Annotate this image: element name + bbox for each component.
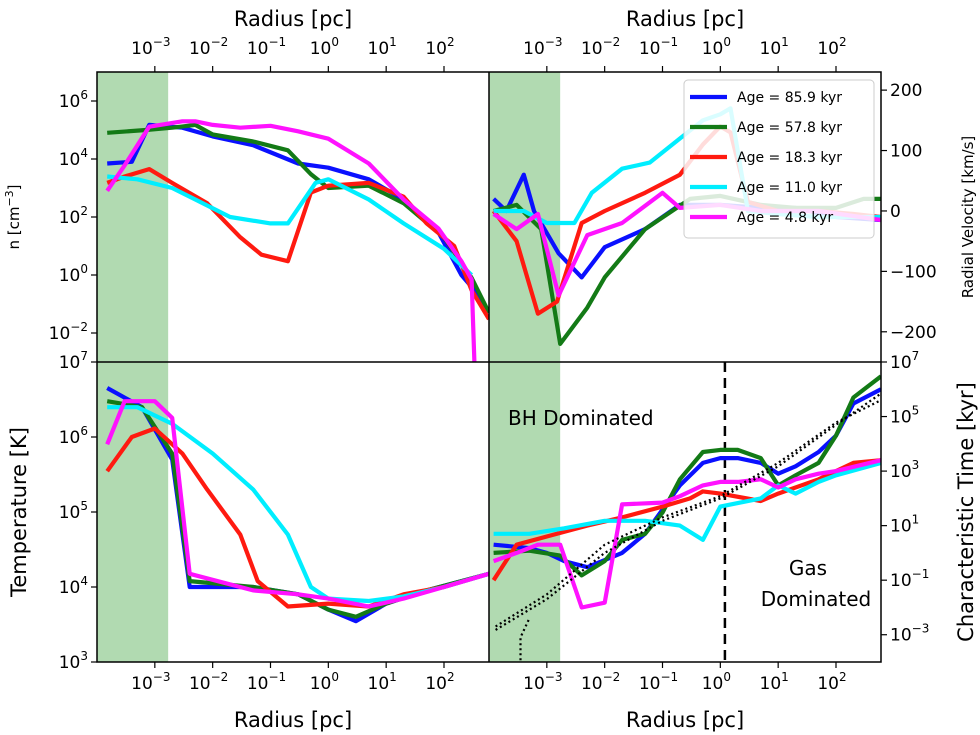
ytick-label: −100 — [890, 262, 937, 282]
xtick-label: 10−3 — [131, 670, 170, 694]
top-left-xlabel: Radius [pc] — [234, 7, 352, 31]
xtick-label: 10−2 — [581, 670, 620, 694]
xtick-label: 101 — [368, 670, 397, 694]
velocity-ylabel: Radial Velocity [km/s] — [959, 136, 977, 299]
ytick-label: 101 — [890, 513, 919, 537]
density-shaded-region — [97, 72, 169, 362]
temperature-ylabel: Temperature [K] — [7, 427, 31, 598]
time-ylabel: Characteristic Time [kyr] — [954, 382, 978, 642]
xtick-label: 10−3 — [131, 35, 170, 59]
ytick-label: 106 — [59, 88, 88, 112]
ytick-label: 102 — [59, 204, 88, 228]
xtick-label: 100 — [310, 670, 339, 694]
density-panel: 10−2 100 102 104 106 10−3 10−2 10−1 100 101 102 n… — [3, 35, 489, 362]
gas-dominated-annotation-line1: Gas — [789, 556, 827, 580]
ytick-label: 200 — [890, 81, 922, 101]
legend-label: Age = 11.0 kyr — [737, 180, 842, 196]
density-series-age-4-8-kyr — [105, 119, 477, 362]
gas-dominated-annotation-line2: Dominated — [761, 587, 871, 611]
characteristic_time-series-age-4-8-kyr — [492, 458, 881, 610]
legend: Age = 85.9 kyr Age = 57.8 kyr Age = 18.3 k… — [683, 79, 875, 239]
xtick-label: 10−2 — [189, 670, 228, 694]
characteristic_time-series-age-18-3-kyr — [491, 458, 881, 582]
xtick-label: 101 — [760, 35, 789, 59]
xtick-label: 102 — [817, 35, 846, 59]
characteristic_time-series-reference-7 — [519, 617, 531, 662]
time-shaded-region — [489, 362, 561, 662]
legend-frame — [683, 79, 875, 239]
xtick-label: 10−1 — [247, 35, 286, 59]
ytick-label: 104 — [59, 574, 88, 598]
xtick-label: 102 — [425, 35, 454, 59]
legend-label: Age = 4.8 kyr — [737, 210, 833, 226]
xtick-label: 102 — [817, 670, 846, 694]
ytick-label: 103 — [59, 649, 88, 673]
xtick-label: 100 — [702, 670, 731, 694]
characteristic_time-series-age-57-8-kyr — [493, 374, 881, 578]
bh-dominated-annotation: BH Dominated — [508, 406, 654, 430]
ytick-label: 105 — [59, 499, 88, 523]
ytick-label: 107 — [59, 349, 88, 373]
legend-label: Age = 85.9 kyr — [737, 90, 842, 106]
ytick-label: 0 — [890, 202, 901, 222]
temperature-series-age-4-8-kyr — [105, 399, 489, 609]
ytick-label: 107 — [890, 349, 919, 373]
xtick-label: 10−2 — [581, 35, 620, 59]
temperature-shaded-region — [97, 362, 169, 662]
temperature-panel: 103 104 105 106 107 10−3 10−2 10−1 100 101 102 Te… — [7, 349, 489, 694]
top-right-xlabel: Radius [pc] — [626, 7, 744, 31]
ytick-label: 100 — [890, 142, 922, 162]
ytick-label: 105 — [890, 404, 919, 428]
characteristic_time-series-reference-5 — [495, 392, 881, 631]
density-series-age-11-0-kyr — [107, 174, 474, 277]
xtick-label: 10−1 — [639, 670, 678, 694]
xtick-label: 10−1 — [639, 35, 678, 59]
characteristic_time-series-reference-6 — [495, 399, 881, 628]
xtick-label: 102 — [425, 670, 454, 694]
xtick-label: 101 — [368, 35, 397, 59]
characteristic-time-panel: 10−3 10−1 101 103 105 107 10−3 10−2 10−1 100 101 1… — [489, 349, 978, 694]
ytick-label: 103 — [890, 458, 919, 482]
ytick-label: 10−3 — [890, 622, 929, 646]
ytick-label: 10−1 — [890, 567, 929, 591]
characteristic_time-series-age-85-9-kyr — [493, 387, 881, 570]
ytick-label: 100 — [59, 262, 88, 286]
ytick-label: 104 — [59, 146, 88, 170]
ytick-label: 106 — [59, 424, 88, 448]
xtick-label: 100 — [702, 35, 731, 59]
xtick-label: 10−3 — [523, 35, 562, 59]
xtick-label: 10−2 — [189, 35, 228, 59]
xtick-label: 100 — [310, 35, 339, 59]
bottom-left-xlabel: Radius [pc] — [234, 708, 352, 732]
legend-label: Age = 57.8 kyr — [737, 120, 842, 136]
ytick-label: 10−2 — [49, 320, 88, 344]
density-ylabel: n [cm−3] — [3, 184, 23, 249]
ytick-label: −200 — [890, 323, 937, 343]
characteristic_time-series-age-11-0-kyr — [493, 460, 881, 542]
xtick-label: 101 — [760, 670, 789, 694]
xtick-label: 10−1 — [247, 670, 286, 694]
bottom-right-xlabel: Radius [pc] — [626, 708, 744, 732]
xtick-label: 10−3 — [523, 670, 562, 694]
legend-label: Age = 18.3 kyr — [737, 150, 842, 166]
